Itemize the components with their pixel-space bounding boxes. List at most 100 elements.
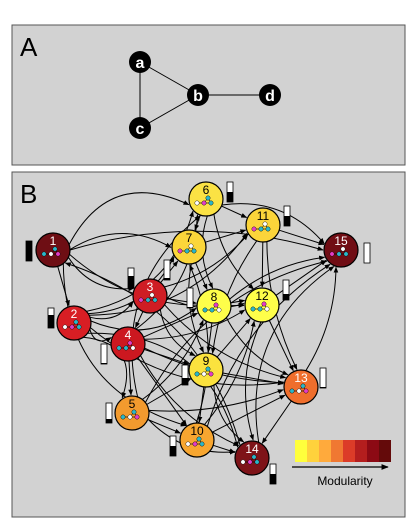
community-2: 2: [47, 305, 92, 341]
edge-2-8: [90, 307, 197, 331]
panel-a-node-b: b: [187, 84, 209, 106]
edge-2-3: [89, 301, 134, 320]
community-11: 11: [245, 205, 291, 243]
edge-9-14: [213, 385, 245, 443]
edge-1-10: [62, 263, 187, 427]
edge-a-b: [139, 61, 199, 96]
edge-1-7: [69, 233, 172, 251]
edge-8-13: [225, 317, 289, 376]
community-11-bar: [283, 205, 291, 227]
community-3-bar: [127, 267, 135, 289]
community-14: 14: [234, 440, 277, 485]
edge-10-13: [211, 394, 286, 433]
edge-7-11: [205, 229, 247, 243]
panel-a-node-c: c: [129, 117, 151, 139]
community-5-label: 5: [129, 397, 136, 411]
community-9-label: 9: [203, 354, 210, 368]
community-5: 5: [105, 395, 150, 431]
edge-4-8: [143, 312, 199, 338]
community-1-bar: [25, 240, 33, 262]
edge-13-14: [261, 400, 292, 444]
legend-swatch-6: [355, 440, 367, 462]
panel-b-edges: [57, 192, 339, 455]
community-12-bar: [282, 279, 290, 301]
panel-a-node-a: a: [129, 51, 151, 73]
community-5-bar: [105, 402, 113, 424]
edge-8-15: [229, 255, 326, 300]
community-14-label: 14: [245, 442, 259, 456]
community-9-mini-graph: [194, 366, 214, 377]
edge-10-7: [189, 264, 209, 424]
panel-b-letter: B: [20, 179, 37, 209]
community-7-bar: [163, 259, 171, 281]
community-8: 8: [186, 287, 232, 324]
community-13-bar: [319, 367, 327, 389]
community-14-mini-graph: [240, 454, 260, 465]
community-15-bar: [363, 242, 371, 264]
community-8-label: 8: [211, 290, 218, 304]
community-9: 9: [181, 352, 224, 388]
edge-11-12: [259, 241, 265, 288]
community-13-mini-graph: [289, 383, 309, 394]
community-2-bar: [47, 307, 55, 329]
community-5-mini-graph: [120, 409, 140, 420]
community-3-mini-graph: [138, 292, 158, 303]
edge-4-14: [140, 355, 240, 447]
edge-3-4: [135, 311, 144, 329]
community-12: 12: [244, 279, 290, 323]
community-6-bar: [226, 181, 234, 203]
legend-swatch-3: [319, 440, 331, 462]
community-4-bar: [100, 343, 108, 365]
community-14-bar: [269, 463, 277, 485]
community-10-bar: [169, 435, 177, 457]
community-1-label: 1: [50, 234, 57, 248]
node-label-b: b: [193, 88, 203, 105]
edge-2-6: [86, 210, 194, 312]
legend-swatch-2: [307, 440, 319, 462]
edge-13-15: [305, 266, 339, 371]
edge-11-9: [210, 240, 258, 354]
node-label-a: a: [136, 55, 145, 72]
edge-11-15: [279, 229, 325, 246]
legend-swatch-8: [379, 440, 391, 462]
legend-label: Modularity: [317, 474, 372, 488]
edge-14-1: [64, 262, 241, 446]
edge-10-12: [204, 320, 256, 426]
edge-12-13: [268, 320, 294, 372]
community-15-label: 15: [334, 234, 348, 248]
community-13: 13: [283, 367, 327, 405]
edge-7-9: [188, 263, 204, 353]
community-15: 15: [323, 232, 371, 268]
community-8-mini-graph: [202, 302, 222, 313]
edge-3-13: [164, 304, 287, 379]
node-label-d: d: [265, 88, 275, 105]
community-15-mini-graph: [329, 246, 349, 257]
community-2-label: 2: [71, 307, 78, 321]
edge-4-5: [128, 360, 134, 396]
edge-5-10: [147, 419, 181, 434]
community-3-label: 3: [147, 280, 154, 294]
community-7: 7: [163, 229, 207, 281]
community-7-mini-graph: [177, 243, 197, 254]
community-6: 6: [188, 181, 234, 217]
edge-10-15: [206, 263, 331, 427]
legend-swatch-5: [343, 440, 355, 462]
community-4-mini-graph: [116, 340, 136, 351]
community-4-label: 4: [125, 328, 132, 342]
community-10-label: 10: [190, 424, 204, 438]
community-1-mini-graph: [41, 246, 61, 257]
edge-14-15: [255, 266, 335, 443]
community-11-mini-graph: [251, 221, 271, 232]
edge-3-11: [164, 234, 249, 288]
edge-4-10: [137, 357, 187, 426]
edge-6-11: [221, 205, 248, 218]
community-10-mini-graph: [185, 436, 205, 447]
community-12-label: 12: [255, 289, 269, 303]
edge-1-6: [68, 192, 190, 245]
legend-swatch-7: [367, 440, 379, 462]
edge-2-11: [89, 232, 248, 316]
community-6-label: 6: [203, 183, 210, 197]
legend-swatch-4: [331, 440, 343, 462]
